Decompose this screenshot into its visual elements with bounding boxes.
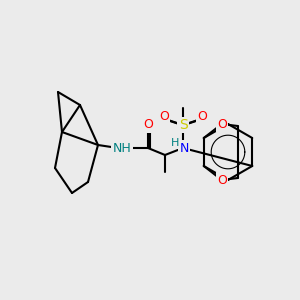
- Text: S: S: [178, 118, 188, 132]
- Text: O: O: [217, 173, 227, 187]
- Text: O: O: [143, 118, 153, 131]
- Text: H: H: [171, 138, 179, 148]
- Text: O: O: [159, 110, 169, 124]
- Text: O: O: [197, 110, 207, 124]
- Text: O: O: [217, 118, 227, 130]
- Text: NH: NH: [112, 142, 131, 154]
- Text: N: N: [179, 142, 189, 154]
